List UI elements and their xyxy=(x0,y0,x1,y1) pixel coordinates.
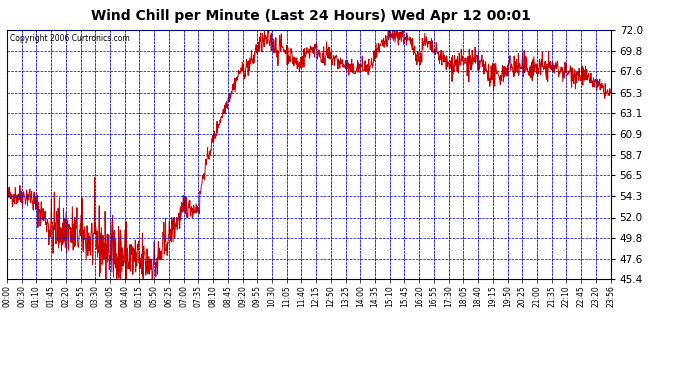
Text: Wind Chill per Minute (Last 24 Hours) Wed Apr 12 00:01: Wind Chill per Minute (Last 24 Hours) We… xyxy=(90,9,531,23)
Text: Copyright 2006 Curtronics.com: Copyright 2006 Curtronics.com xyxy=(10,34,130,43)
